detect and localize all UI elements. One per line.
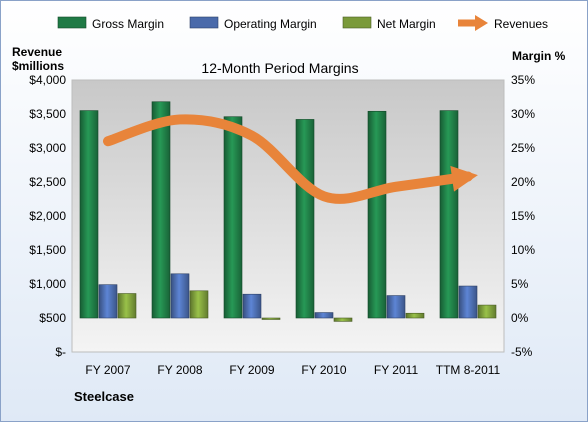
net-margin-bar	[405, 312, 425, 319]
left-tick-label: $500	[39, 311, 66, 325]
revenue-arrowhead	[450, 165, 478, 192]
left-tick-label: $-	[55, 345, 66, 359]
category-labels: FY 2007 FY 2008 FY 2009 FY 2010 FY 2011 TTM 8…	[85, 363, 500, 377]
category-label: FY 2011	[374, 363, 419, 377]
operating-margin-bar	[458, 285, 478, 319]
revenues-legend-label: Revenues	[494, 17, 548, 31]
category-label: TTM 8-2011	[436, 363, 501, 377]
left-tick-label: $1,500	[29, 243, 66, 257]
left-tick-label: $3,500	[29, 107, 66, 121]
left-axis-ticks: $4,000 $3,500 $3,000 $2,500 $2,000 $1,500 $1,0…	[29, 73, 66, 359]
plot-area	[71, 79, 505, 353]
category-label: FY 2010	[301, 363, 346, 377]
right-tick-label: 25%	[511, 141, 535, 155]
operating-margin-bar	[242, 293, 262, 319]
revenue-line	[103, 114, 473, 204]
left-tick-label: $1,000	[29, 277, 66, 291]
net-margin-bar	[333, 317, 353, 322]
gross-margin-legend-swatch	[57, 16, 87, 29]
gross-margin-legend-label: Gross Margin	[92, 17, 164, 31]
right-tick-label: -5%	[511, 345, 533, 359]
operating-margin-bar	[170, 273, 190, 319]
right-tick-label: 10%	[511, 243, 535, 257]
right-axis-label: Margin %	[512, 49, 566, 63]
right-tick-label: 0%	[511, 311, 529, 325]
operating-margin-bar	[386, 295, 406, 319]
gross-margin-bar	[223, 116, 243, 319]
net-margin-legend-label: Net Margin	[377, 17, 436, 31]
right-tick-label: 35%	[511, 73, 535, 87]
left-axis-label-line2: $millions	[12, 59, 64, 73]
right-tick-label: 20%	[511, 175, 535, 189]
net-margin-bar	[117, 293, 137, 319]
gross-margin-bar	[79, 110, 99, 319]
right-axis-ticks: 35% 30% 25% 20% 15% 10% 5% 0% -5%	[511, 73, 535, 359]
chart-title: 12-Month Period Margins	[201, 60, 358, 76]
bars	[79, 101, 497, 322]
category-label: FY 2009	[229, 363, 274, 377]
revenues-legend-arrow	[475, 15, 488, 31]
right-tick-label: 5%	[511, 277, 529, 291]
left-tick-label: $2,500	[29, 175, 66, 189]
gross-margin-bar	[295, 119, 315, 319]
operating-margin-legend-label: Operating Margin	[224, 17, 317, 31]
left-axis-label-line1: Revenue	[12, 45, 62, 59]
operating-margin-bar	[314, 312, 334, 319]
net-margin-bar	[477, 304, 497, 319]
company-label: Steelcase	[74, 389, 134, 404]
left-tick-label: $2,000	[29, 209, 66, 223]
operating-margin-bar	[98, 284, 118, 319]
left-tick-label: $3,000	[29, 141, 66, 155]
category-label: FY 2007	[85, 363, 130, 377]
legend: Gross Margin Operating Margin Net Margin Re…	[57, 15, 548, 31]
right-tick-label: 15%	[511, 209, 535, 223]
category-label: FY 2008	[157, 363, 202, 377]
right-tick-label: 30%	[511, 107, 535, 121]
operating-margin-legend-swatch	[189, 16, 219, 29]
net-margin-bar	[189, 290, 209, 319]
gross-margin-bar	[367, 110, 387, 319]
revenue-line-layer	[103, 114, 478, 204]
gross-margin-bar	[439, 110, 459, 319]
net-margin-legend-swatch	[342, 16, 372, 29]
gross-margin-bar	[151, 101, 171, 319]
left-tick-label: $4,000	[29, 73, 66, 87]
net-margin-bar	[261, 317, 281, 320]
